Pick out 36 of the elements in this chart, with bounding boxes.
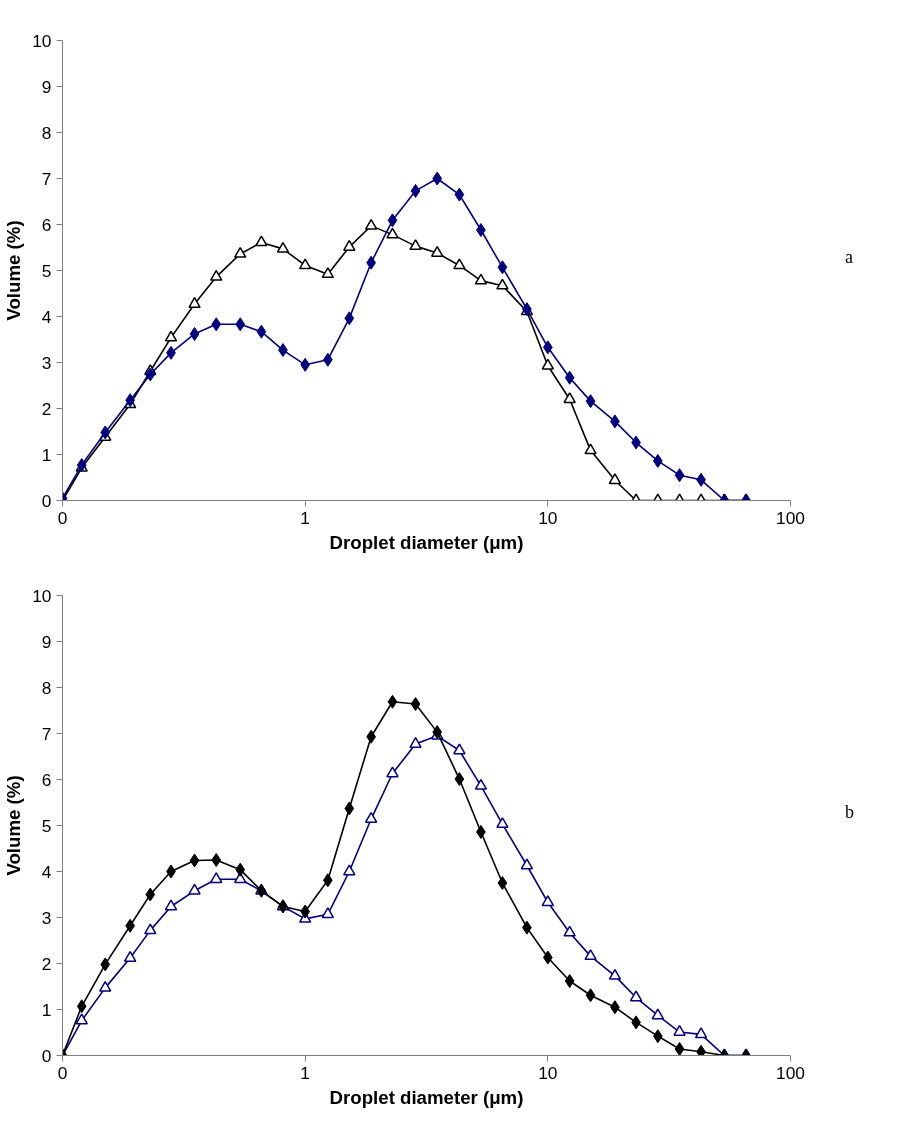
- y-axis-title: Volume (%): [3, 220, 25, 321]
- y-tick-label: 1: [41, 444, 52, 465]
- x-tick-label: 10: [538, 507, 558, 528]
- y-tick-label: 3: [41, 907, 52, 928]
- y-tick-label: 9: [41, 76, 52, 97]
- x-axis-title: Droplet diameter (μm): [329, 1086, 524, 1108]
- y-tick-label: 1: [41, 999, 52, 1020]
- x-tick-label: 100: [776, 507, 805, 528]
- y-tick-label: 0: [41, 490, 52, 511]
- y-tick-label: 10: [32, 585, 52, 606]
- y-tick-label: 4: [41, 861, 52, 882]
- y-tick-label: 5: [41, 260, 52, 281]
- y-tick-label: 6: [41, 214, 52, 235]
- text: a: [845, 246, 853, 269]
- y-tick-label: 8: [41, 677, 52, 698]
- y-tick-label: 2: [41, 953, 52, 974]
- x-tick-label: 100: [776, 1062, 805, 1083]
- text: b: [845, 801, 854, 824]
- y-tick-label: 8: [41, 122, 52, 143]
- y-tick-label: 9: [41, 631, 52, 652]
- y-tick-label: 7: [41, 723, 52, 744]
- x-tick-label: 10: [538, 1062, 558, 1083]
- x-tick-label: 0: [57, 1062, 68, 1083]
- x-tick-label: 1: [300, 1062, 310, 1083]
- y-tick-label: 4: [41, 306, 52, 327]
- x-tick-label: 0: [57, 507, 68, 528]
- y-axis-title: Volume (%): [3, 775, 25, 876]
- y-tick-label: 0: [41, 1045, 52, 1066]
- x-axis-title: Droplet diameter (μm): [329, 531, 524, 553]
- y-tick-label: 7: [41, 168, 52, 189]
- y-tick-label: 6: [41, 769, 52, 790]
- y-tick-label: 3: [41, 352, 52, 373]
- y-tick-label: 10: [32, 30, 52, 51]
- y-tick-label: 5: [41, 815, 52, 836]
- y-tick-label: 2: [41, 398, 52, 419]
- x-tick-label: 1: [300, 507, 310, 528]
